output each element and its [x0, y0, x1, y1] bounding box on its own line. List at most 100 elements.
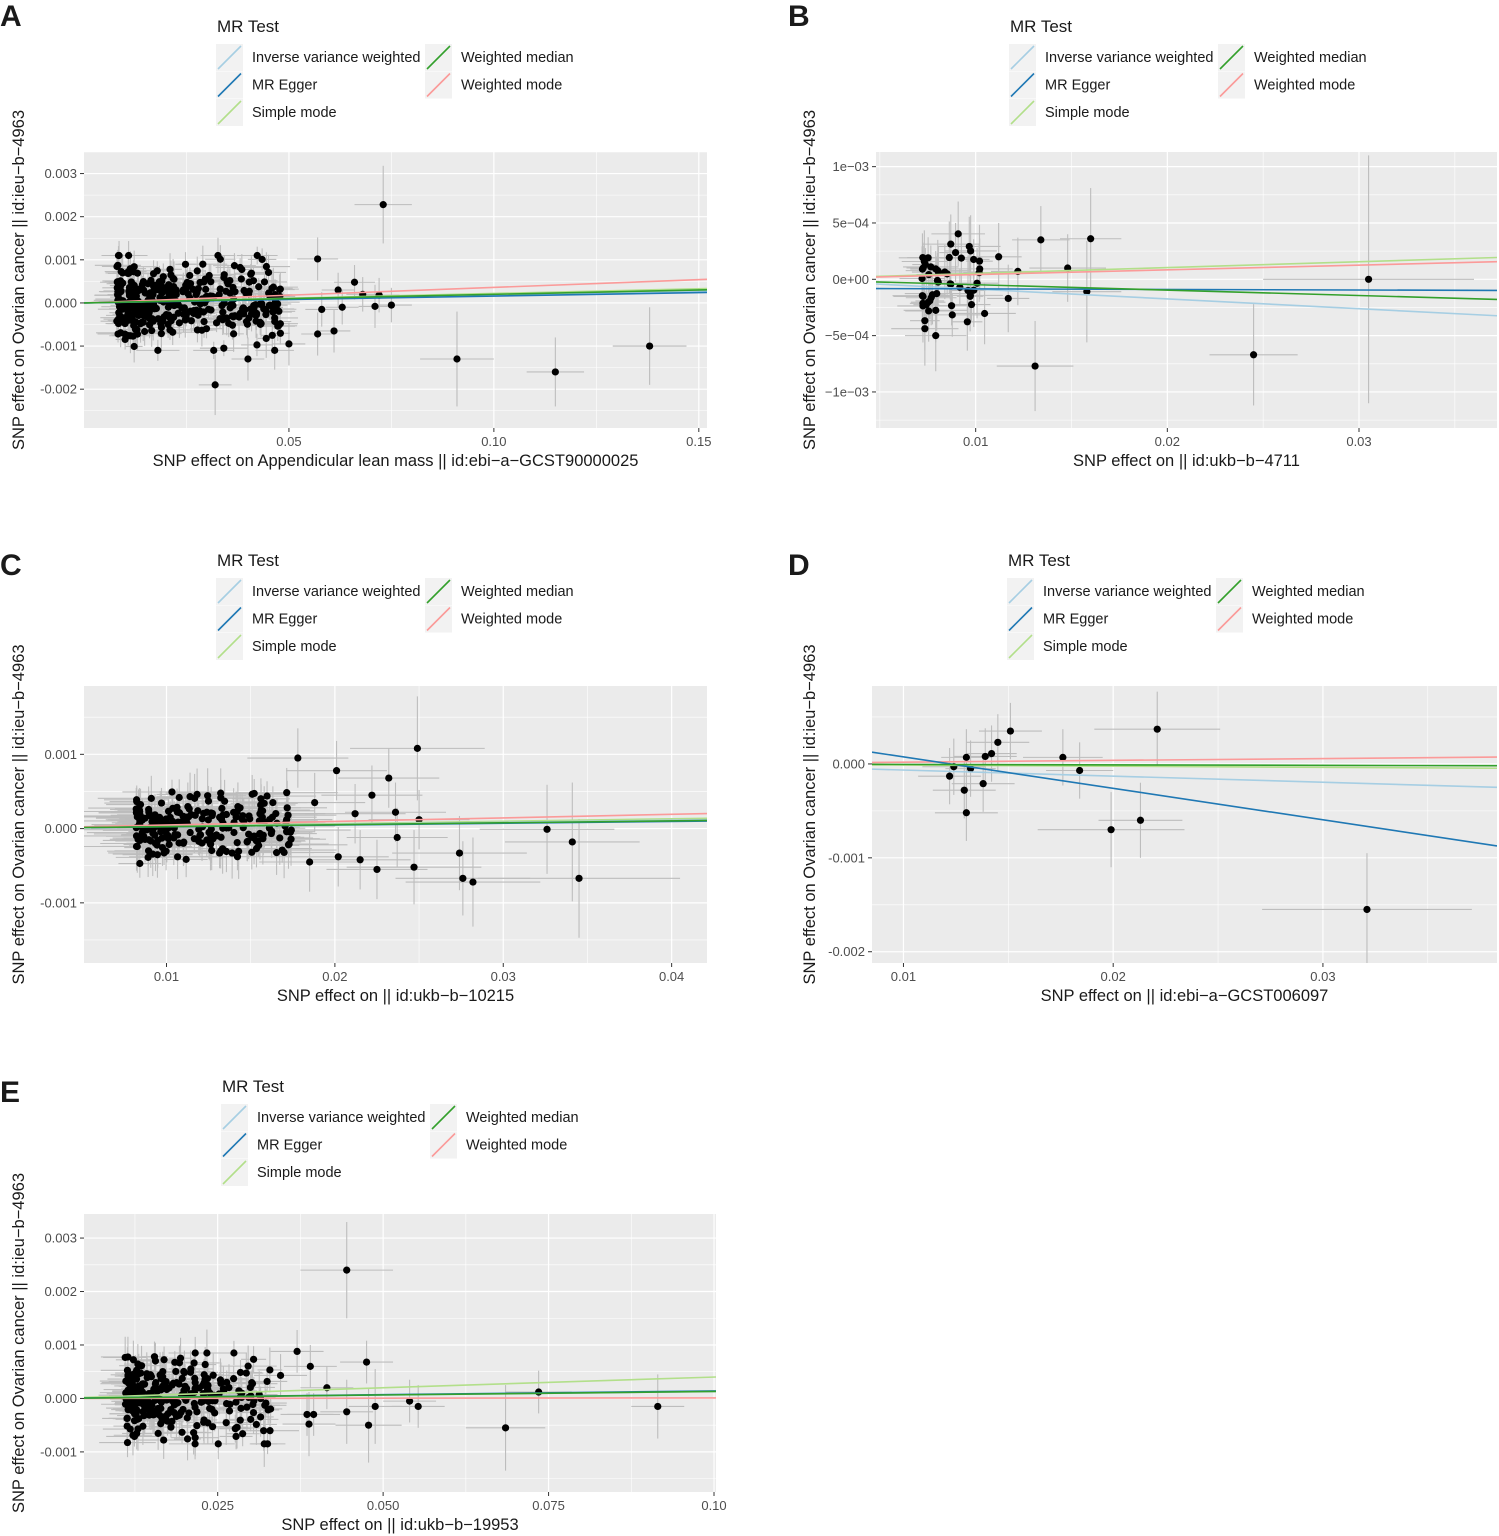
panel-letter: A [0, 0, 22, 33]
axes: 0.01 0.02 0.03 -0.002 -0.001 0.000 SNP effect … [801, 644, 1336, 1005]
plot-background [872, 686, 1497, 963]
legend-entry-label: Simple mode [1045, 105, 1130, 121]
legend-title: MR Test [1010, 17, 1072, 36]
y-tick-label: 0.000 [44, 821, 77, 836]
snp-point [200, 809, 208, 817]
legend-key-line [431, 1132, 456, 1158]
snp-point [172, 1367, 180, 1376]
snp-point [269, 798, 277, 807]
snp-point [137, 318, 146, 327]
snp-point [1087, 235, 1095, 243]
snp-point [284, 811, 292, 819]
snp-point [159, 1373, 167, 1381]
snp-point [267, 829, 275, 838]
y-tick-label: 0.001 [44, 252, 77, 267]
snp-point [195, 837, 203, 845]
snp-point [469, 878, 477, 886]
snp-point [268, 331, 276, 339]
plot-area [84, 686, 707, 963]
snp-point [243, 838, 251, 846]
regression-line-weighted-median [84, 1390, 716, 1399]
snp-point [1364, 275, 1373, 283]
regression-line-weighted-mode [84, 812, 707, 828]
snp-point [132, 318, 140, 326]
snp-point [285, 840, 293, 848]
snp-point [1076, 766, 1084, 775]
legend-key-line [426, 72, 451, 98]
snp-point [166, 326, 174, 334]
snp-point [247, 269, 256, 277]
snp-point [175, 319, 184, 327]
snp-point [981, 752, 989, 761]
plot-area [84, 1214, 716, 1492]
snp-point [199, 1397, 208, 1405]
snp-point [147, 1403, 155, 1411]
snp-point [921, 260, 929, 269]
snp-point [113, 262, 121, 271]
x-axis-title: SNP effect on || id:ukb−b−4711 [1073, 452, 1300, 470]
snp-point [947, 240, 955, 248]
snp-point [164, 834, 172, 843]
y-tick-label: -0.001 [828, 850, 865, 865]
snp-point [134, 1360, 142, 1368]
snp-point [127, 1382, 135, 1390]
snp-point [932, 306, 940, 314]
snp-point [223, 1378, 231, 1387]
snp-point [226, 304, 234, 312]
snp-point [179, 1405, 187, 1414]
snp-point [204, 816, 212, 824]
snp-point [132, 805, 140, 813]
snp-point [218, 301, 226, 310]
snp-point [199, 260, 207, 268]
snp-point [157, 828, 165, 836]
legend-entry-label: Simple mode [1043, 639, 1128, 655]
legend-key-line [426, 45, 451, 70]
snp-point [973, 279, 981, 287]
snp-point [393, 833, 401, 842]
snp-point [181, 309, 189, 318]
snp-point [303, 1410, 311, 1419]
snp-point [205, 828, 213, 836]
legend-key-line [1010, 72, 1035, 98]
snp-point [252, 844, 261, 853]
snp-point [123, 1400, 131, 1408]
snp-point [232, 813, 240, 821]
snp-point [237, 1404, 245, 1412]
snp-point [256, 829, 264, 838]
y-tick-label: -0.002 [40, 382, 77, 397]
snp-point [145, 808, 153, 816]
snp-point [147, 794, 155, 802]
snp-point [976, 265, 984, 273]
x-tick-label: 0.075 [532, 1498, 565, 1513]
snp-point [216, 1376, 225, 1384]
regression-line-weighted-mode [84, 278, 707, 304]
mr-lines [84, 278, 707, 304]
snp-point [244, 355, 252, 363]
y-tick-label: 0.001 [44, 747, 77, 762]
snp-point [167, 1423, 175, 1431]
snp-point [196, 831, 205, 839]
snp-point [276, 329, 285, 337]
snp-point [236, 804, 244, 812]
snp-point [981, 309, 989, 318]
snp-point [987, 750, 996, 758]
snp-point [283, 789, 291, 797]
x-tick-label: 0.03 [1310, 969, 1335, 984]
snp-point [222, 1419, 230, 1427]
snp-point [230, 828, 238, 837]
x-axis-title: SNP effect on || id:ukb−b−19953 [281, 1516, 518, 1534]
legend-key-line [426, 606, 451, 632]
x-tick-label: 0.10 [701, 1498, 726, 1513]
snp-point [225, 1407, 234, 1415]
snp-point [168, 1417, 176, 1425]
snp-point [200, 317, 208, 326]
snp-point [332, 767, 341, 775]
x-tick-label: 0.02 [322, 969, 347, 984]
legend-entry-label: Weighted mode [461, 78, 562, 94]
snp-point [266, 1427, 274, 1435]
snp-point [170, 834, 178, 842]
snp-point [202, 285, 210, 293]
snp-point [137, 285, 145, 293]
snp-point [160, 1356, 168, 1364]
snp-point [385, 774, 393, 782]
